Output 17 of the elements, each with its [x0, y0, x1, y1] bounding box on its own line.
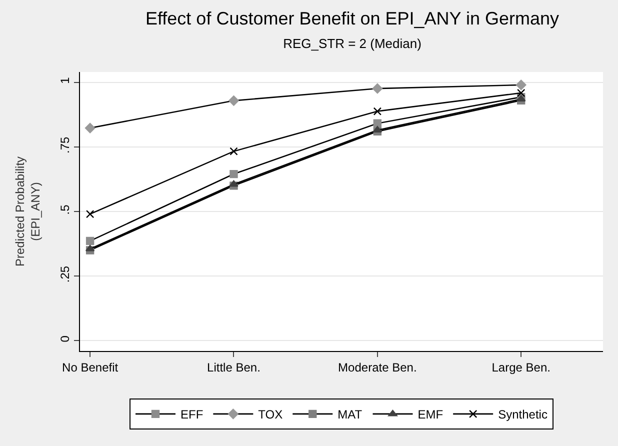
legend-label: EMF [418, 408, 444, 422]
legend-label: TOX [258, 408, 283, 422]
chart-subtitle: REG_STR = 2 (Median) [283, 36, 422, 51]
x-tick-label: Large Ben. [492, 360, 550, 374]
x-tick-label: Moderate Ben. [338, 360, 417, 374]
legend-label: MAT [338, 408, 363, 422]
y-tick-label: 0 [58, 335, 72, 342]
y-axis-title: Predicted Probability (EPI_ANY) [12, 156, 42, 267]
x-tick-label: Little Ben. [207, 360, 260, 374]
y-tick-label: .75 [58, 136, 72, 154]
x-tick-label: No Benefit [62, 360, 119, 374]
legend-label: EFF [180, 408, 204, 422]
y-tick-label: 1 [58, 76, 72, 84]
y-tick-label: .25 [58, 266, 72, 283]
legend-label: Synthetic [498, 408, 548, 422]
chart-title: Effect of Customer Benefit on EPI_ANY in Germany [145, 8, 560, 29]
y-tick-label: .5 [58, 204, 72, 215]
